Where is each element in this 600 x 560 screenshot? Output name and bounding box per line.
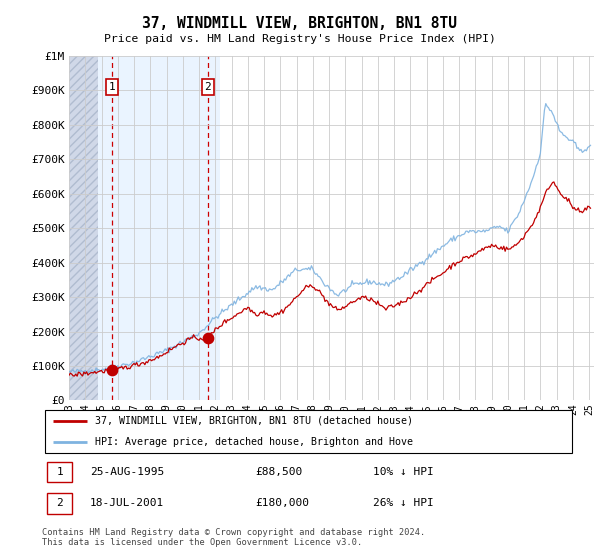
Text: 1: 1 [56, 467, 63, 477]
Text: Price paid vs. HM Land Registry's House Price Index (HPI): Price paid vs. HM Land Registry's House … [104, 34, 496, 44]
Text: HPI: Average price, detached house, Brighton and Hove: HPI: Average price, detached house, Brig… [95, 436, 413, 446]
Text: 25-AUG-1995: 25-AUG-1995 [90, 467, 164, 477]
Text: £88,500: £88,500 [256, 467, 303, 477]
Text: 2: 2 [56, 498, 63, 508]
Bar [98, 56, 220, 400]
Text: 10% ↓ HPI: 10% ↓ HPI [373, 467, 434, 477]
Text: 37, WINDMILL VIEW, BRIGHTON, BN1 8TU: 37, WINDMILL VIEW, BRIGHTON, BN1 8TU [143, 16, 458, 31]
Text: Contains HM Land Registry data © Crown copyright and database right 2024.
This d: Contains HM Land Registry data © Crown c… [42, 528, 425, 547]
Text: £180,000: £180,000 [256, 498, 310, 508]
Text: 1: 1 [109, 82, 115, 92]
Point [203, 334, 212, 343]
Point [107, 366, 117, 375]
Text: 18-JUL-2001: 18-JUL-2001 [90, 498, 164, 508]
FancyBboxPatch shape [47, 462, 72, 482]
FancyBboxPatch shape [44, 410, 572, 452]
Bar [69, 56, 98, 400]
FancyBboxPatch shape [47, 493, 72, 514]
Text: 2: 2 [205, 82, 211, 92]
Text: 26% ↓ HPI: 26% ↓ HPI [373, 498, 434, 508]
Text: 37, WINDMILL VIEW, BRIGHTON, BN1 8TU (detached house): 37, WINDMILL VIEW, BRIGHTON, BN1 8TU (de… [95, 416, 413, 426]
